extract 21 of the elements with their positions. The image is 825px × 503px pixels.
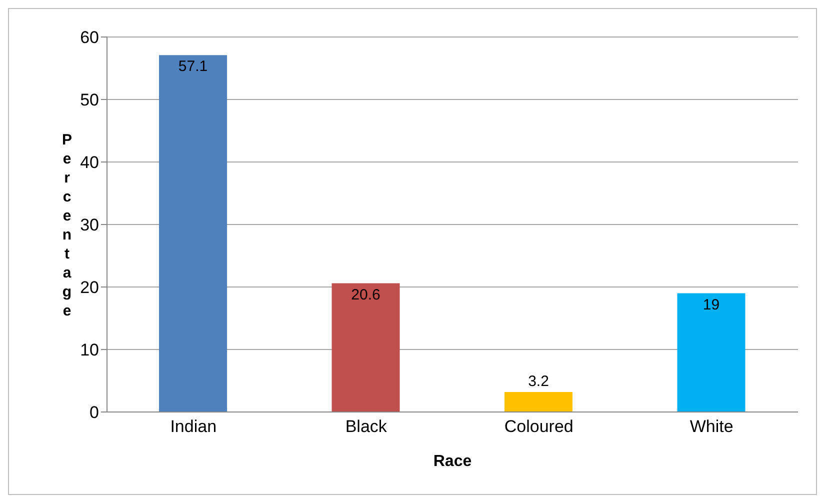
y-tick-label: 0: [90, 403, 99, 422]
bar: [332, 283, 400, 412]
y-tick-label: 30: [80, 216, 99, 235]
data-label: 57.1: [178, 58, 208, 76]
x-axis-title: Race: [433, 453, 472, 470]
text: Percentage: [62, 131, 72, 320]
bar: [159, 55, 227, 412]
x-tick-label: White: [690, 417, 734, 436]
bar: [504, 392, 572, 412]
x-tick-label: Coloured: [504, 417, 574, 436]
x-tick-label: Black: [345, 417, 388, 436]
data-label: 20.6: [351, 286, 380, 304]
data-label: 19: [702, 296, 720, 314]
y-tick-label: 50: [80, 90, 99, 110]
y-tick-label: 40: [80, 153, 99, 172]
y-tick-label: 60: [80, 28, 99, 48]
x-tick-label: Indian: [170, 417, 217, 436]
bar: [677, 293, 746, 412]
y-tick-label: 10: [80, 340, 99, 360]
data-label: 3.2: [528, 373, 549, 390]
y-tick-label: 20: [80, 278, 99, 298]
